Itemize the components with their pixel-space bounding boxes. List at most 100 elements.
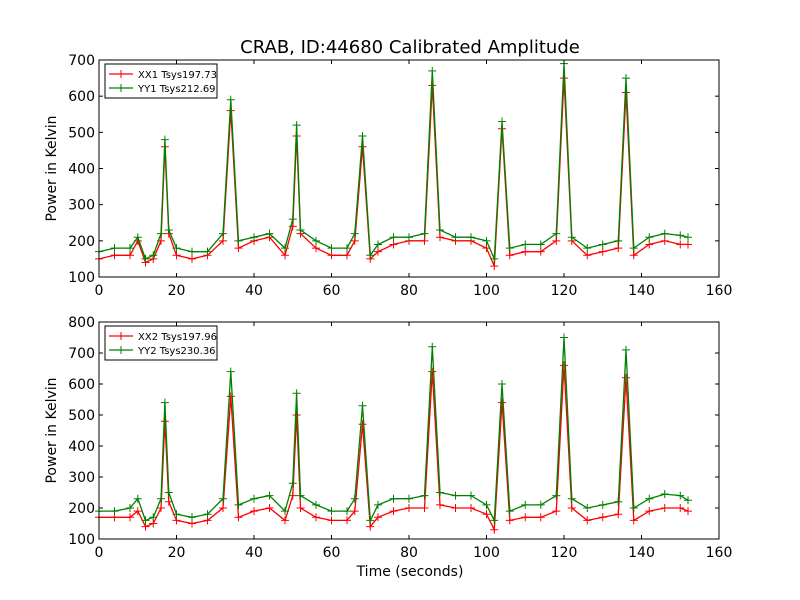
- data-point: [629, 244, 638, 253]
- series-2: [95, 59, 692, 263]
- data-point: [405, 494, 413, 503]
- data-point: [552, 236, 561, 245]
- y-tick-label: 100: [68, 270, 95, 286]
- data-point: [350, 236, 359, 245]
- data-point: [292, 389, 301, 398]
- data-point: [110, 244, 119, 253]
- data-point: [583, 504, 592, 512]
- panel-1: 0 20 40 60 80 100 120 140 160 100 200 300 400 500 600 7…: [44, 53, 732, 299]
- data-point: [358, 401, 367, 410]
- data-point: [219, 494, 227, 503]
- data-point: [110, 507, 119, 516]
- data-point: [312, 236, 320, 245]
- data-point: [521, 513, 530, 522]
- data-point: [567, 233, 576, 242]
- data-point: [288, 479, 297, 488]
- data-point: [343, 516, 351, 525]
- x-tick-label: 100: [473, 283, 500, 299]
- data-point: [645, 233, 654, 242]
- data-point: [350, 494, 359, 503]
- data-point: [490, 525, 499, 534]
- data-point: [420, 229, 429, 238]
- data-point: [536, 240, 545, 249]
- data-point: [350, 507, 359, 516]
- y-tick-label: 800: [68, 315, 95, 331]
- data-point: [482, 510, 491, 519]
- data-point: [358, 131, 367, 140]
- legend-marker: [117, 84, 125, 92]
- legend: XX1 Tsys197.73 YY1 Tsys212.69: [104, 63, 218, 99]
- data-point: [684, 507, 692, 516]
- data-point: [234, 244, 243, 253]
- data-point: [389, 494, 398, 503]
- x-tick-label: 0: [95, 283, 104, 299]
- data-point: [676, 491, 685, 500]
- data-point: [505, 507, 514, 516]
- data-point: [567, 504, 576, 512]
- data-point: [149, 513, 158, 522]
- data-point: [281, 251, 289, 260]
- data-point: [614, 497, 623, 506]
- data-point: [157, 494, 165, 503]
- legend-box: [104, 325, 218, 361]
- data-point: [288, 222, 297, 231]
- data-point: [312, 244, 320, 253]
- data-point: [141, 254, 150, 263]
- data-point: [552, 229, 561, 238]
- data-point: [583, 244, 592, 253]
- panel-2: 0 20 40 60 80 100 120 140 160 100 200 300 400 500 600 7…: [44, 315, 732, 561]
- data-point: [645, 494, 654, 503]
- legend-entry: XX2 Tsys197.96: [138, 332, 217, 343]
- data-point: [490, 262, 499, 271]
- x-tick-label: 0: [95, 545, 104, 561]
- data-point: [281, 244, 289, 253]
- data-point: [622, 345, 630, 354]
- panels: 0 20 40 60 80 100 120 140 1601002003004005006007…: [44, 53, 732, 561]
- data-point: [614, 510, 623, 519]
- data-point: [428, 342, 437, 351]
- data-point: [560, 361, 568, 370]
- legend-entry: XX1 Tsys197.73: [138, 70, 217, 81]
- data-point: [490, 516, 499, 525]
- data-point: [265, 504, 274, 512]
- y-tick-label: 700: [68, 53, 95, 69]
- legend-marker: [117, 332, 125, 340]
- data-point: [292, 121, 301, 130]
- data-point: [188, 247, 196, 256]
- data-point: [141, 516, 150, 525]
- data-point: [629, 516, 638, 525]
- data-point: [598, 240, 607, 249]
- y-tick-label: 400: [68, 439, 95, 455]
- y-axis-label: Power in Kelvin: [44, 377, 60, 483]
- data-point: [436, 233, 444, 242]
- data-point: [160, 135, 169, 144]
- data-point: [560, 333, 568, 342]
- data-point: [552, 507, 561, 516]
- data-point: [172, 510, 181, 519]
- data-point: [436, 488, 444, 497]
- data-point: [660, 236, 669, 245]
- data-point: [482, 236, 491, 245]
- data-point: [467, 504, 475, 512]
- y-tick-label: 400: [68, 162, 95, 178]
- data-point: [405, 233, 413, 242]
- data-point: [374, 513, 382, 522]
- data-point: [265, 491, 274, 500]
- data-point: [358, 420, 367, 429]
- data-point: [521, 500, 530, 509]
- data-point: [226, 367, 235, 376]
- data-point: [157, 229, 165, 238]
- x-tick-label: 120: [551, 283, 578, 299]
- legend-marker: [117, 70, 125, 78]
- data-point: [684, 240, 692, 249]
- data-point: [126, 513, 134, 522]
- x-tick-label: 140: [628, 283, 655, 299]
- data-point: [296, 504, 305, 512]
- x-axis-label: Time (seconds): [356, 564, 464, 580]
- y-axis-label: Power in Kelvin: [44, 115, 60, 221]
- data-point: [467, 491, 475, 500]
- data-point: [126, 244, 134, 253]
- chart-title: CRAB, ID:44680 Calibrated Amplitude: [240, 37, 580, 58]
- data-point: [676, 231, 685, 240]
